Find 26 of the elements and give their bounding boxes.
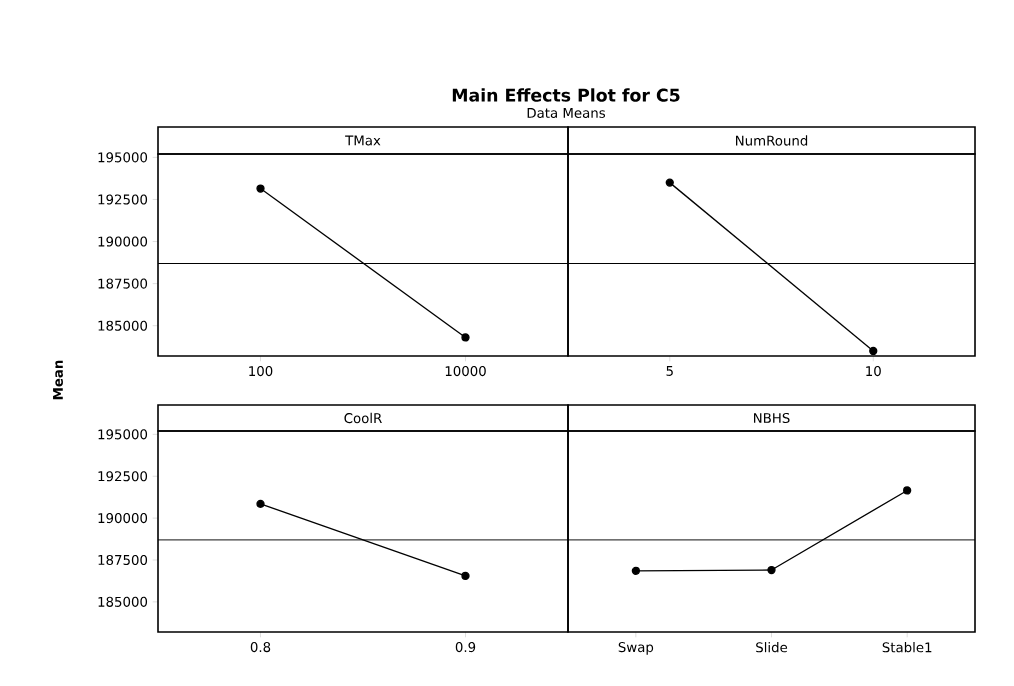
y-tick-label: 185000 bbox=[98, 596, 148, 607]
y-tick-label: 195000 bbox=[98, 152, 148, 163]
x-axis-title: CoolR bbox=[344, 412, 382, 424]
x-axis-title: TMax bbox=[345, 135, 381, 146]
chart-subtitle: Data Means bbox=[527, 108, 606, 118]
x-tick-label: 5 bbox=[666, 366, 673, 376]
y-tick-label: 187500 bbox=[98, 554, 148, 566]
y-tick-label: 192500 bbox=[98, 471, 148, 482]
y-tick-label: 187500 bbox=[98, 278, 148, 289]
y-tick-label: 185000 bbox=[98, 320, 148, 331]
y-tick-label: 190000 bbox=[98, 513, 148, 524]
x-tick-label: 10000 bbox=[445, 366, 486, 377]
y-axis-title: Mean bbox=[53, 360, 63, 400]
x-tick-label: Slide bbox=[756, 642, 788, 653]
x-tick-label: 100 bbox=[249, 366, 273, 377]
x-tick-label: 10 bbox=[866, 366, 881, 377]
y-tick-label: 195000 bbox=[98, 429, 148, 440]
x-tick-label: 0.8 bbox=[250, 642, 271, 653]
y-tick-label: 190000 bbox=[98, 236, 148, 247]
chart-title: Main Effects Plot for C5 bbox=[452, 88, 680, 102]
x-tick-label: Stable1 bbox=[882, 642, 932, 653]
x-axis-title: NumRound bbox=[736, 135, 808, 146]
x-tick-label: Swap bbox=[618, 642, 654, 655]
x-tick-label: 0.9 bbox=[455, 642, 476, 653]
x-axis-title: NBHS bbox=[754, 412, 790, 424]
y-tick-label: 192500 bbox=[98, 194, 148, 205]
